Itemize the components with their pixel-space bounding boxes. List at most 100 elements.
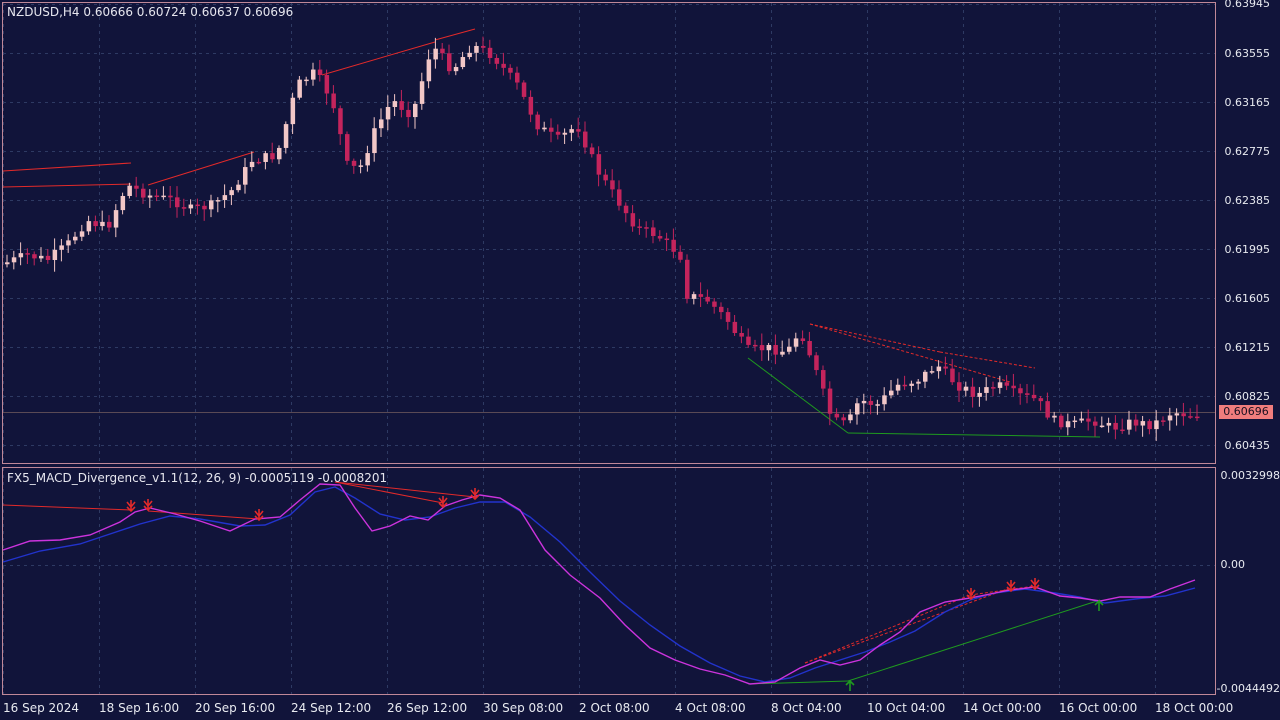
- candle-body: [1161, 420, 1166, 422]
- price-tick: 0.60825: [1224, 390, 1271, 403]
- price-tick: 0.61605: [1224, 292, 1271, 305]
- candle-body: [793, 338, 799, 347]
- candle-body: [168, 195, 173, 198]
- candle-body: [1045, 401, 1050, 418]
- bearish-arrow-icon: [126, 500, 136, 513]
- candle-body: [277, 147, 282, 160]
- candle-body: [868, 400, 874, 405]
- candle-body: [433, 48, 438, 60]
- candle-body: [45, 255, 51, 261]
- divergence-line: [939, 351, 1036, 369]
- candle-body: [141, 188, 146, 198]
- candle-body: [1133, 419, 1139, 426]
- price-tick: 0.61215: [1224, 341, 1271, 354]
- candle-body: [113, 210, 119, 228]
- candle-body: [447, 53, 452, 72]
- price-tick: 0.63165: [1224, 96, 1271, 109]
- candle-body: [413, 103, 418, 118]
- bullish-arrow-icon: [1094, 599, 1104, 611]
- price-tick: 0.63945: [1224, 0, 1271, 10]
- divergence-line: [809, 323, 1011, 383]
- candle-body: [664, 238, 670, 241]
- divergence-line: [147, 151, 255, 186]
- candle-body: [991, 387, 996, 389]
- candle-body: [419, 81, 425, 104]
- divergence-line: [2, 504, 132, 511]
- candle-body: [555, 131, 561, 135]
- candle-body: [440, 48, 445, 54]
- candle-body: [1004, 382, 1010, 386]
- candle-body: [1127, 419, 1132, 430]
- candle-body: [1065, 421, 1071, 428]
- macd-line: [2, 483, 1196, 685]
- candle-body: [256, 161, 262, 164]
- indicator-tick: 0.00: [1220, 558, 1246, 571]
- divergence-line: [2, 183, 132, 188]
- candle-body: [249, 161, 255, 168]
- candle-body: [1011, 385, 1016, 389]
- candle-body: [161, 195, 166, 198]
- candle-body: [243, 167, 248, 185]
- time-tick: 4 Oct 08:00: [675, 701, 746, 715]
- candle-body: [1167, 415, 1173, 421]
- bearish-arrow-icon: [470, 488, 480, 501]
- candle-body: [351, 160, 357, 166]
- candle-body: [154, 195, 160, 198]
- candle-body: [283, 124, 289, 148]
- candle-body: [406, 109, 411, 118]
- candle-body: [909, 383, 914, 386]
- divergence-line: [2, 162, 132, 172]
- candle-body: [474, 45, 479, 53]
- candle-body: [814, 355, 819, 371]
- candle-body: [644, 227, 649, 229]
- current-price-tag: 0.60696: [1219, 405, 1273, 419]
- candle-body: [657, 236, 663, 239]
- grid-lines: [3, 3, 1215, 694]
- candle-body: [1099, 425, 1105, 428]
- bearish-arrow-icon: [1006, 580, 1016, 593]
- candle-body: [79, 231, 85, 237]
- candle-body: [107, 221, 112, 228]
- candle-body: [263, 153, 268, 162]
- candle-body: [86, 221, 92, 232]
- divergence-line: [321, 41, 436, 76]
- candle-body: [902, 384, 908, 387]
- candle-body: [651, 227, 656, 237]
- candle-body: [1113, 422, 1118, 430]
- candle-body: [5, 262, 10, 265]
- candle-body: [596, 154, 602, 175]
- candlestick-series[interactable]: [5, 36, 1200, 441]
- candle-body: [1154, 420, 1159, 430]
- candle-body: [487, 47, 493, 58]
- time-tick: 10 Oct 04:00: [867, 701, 946, 715]
- candle-body: [120, 195, 126, 211]
- candle-body: [957, 382, 962, 391]
- candle-body: [290, 97, 296, 125]
- candle-body: [705, 296, 710, 302]
- candle-body: [827, 388, 833, 414]
- candle-body: [1140, 421, 1146, 426]
- candle-body: [800, 338, 806, 341]
- candle-body: [855, 403, 860, 415]
- time-tick: 14 Oct 00:00: [963, 701, 1042, 715]
- candle-body: [202, 205, 207, 210]
- bearish-arrow-icon: [143, 499, 153, 512]
- candle-body: [875, 404, 880, 406]
- candle-body: [889, 390, 894, 396]
- candle-body: [732, 321, 738, 334]
- time-tick: 24 Sep 12:00: [291, 701, 372, 715]
- time-tick: 20 Sep 16:00: [195, 701, 276, 715]
- candle-body: [399, 101, 404, 110]
- candle-body: [739, 333, 744, 337]
- candle-body: [617, 189, 622, 206]
- candle-body: [66, 240, 71, 246]
- candle-body: [562, 132, 568, 135]
- candle-body: [372, 128, 377, 154]
- time-tick: 18 Sep 16:00: [99, 701, 180, 715]
- candle-body: [1093, 421, 1098, 426]
- candle-body: [861, 400, 867, 404]
- candle-body: [311, 69, 316, 80]
- divergence-line: [804, 587, 1011, 664]
- candle-body: [678, 251, 683, 260]
